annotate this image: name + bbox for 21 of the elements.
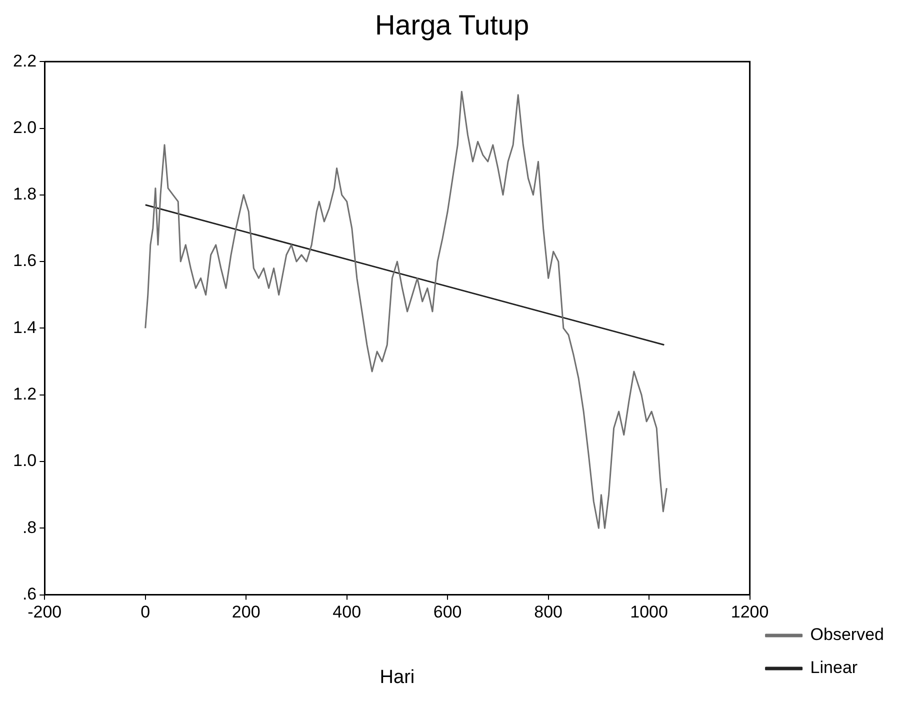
x-tick-label: 600: [433, 602, 462, 622]
y-tick-label: .8: [22, 518, 37, 537]
x-tick-label: 800: [534, 602, 563, 622]
x-axis-title: Hari: [380, 666, 415, 688]
x-tick-label: 400: [332, 602, 362, 622]
x-tick-label: 200: [232, 602, 260, 622]
y-tick-label: 1.2: [12, 384, 37, 404]
x-tick-label: 1200: [730, 602, 769, 622]
x-tick-label: -200: [28, 602, 62, 622]
y-tick-label: 1.8: [12, 184, 37, 204]
chart-title: Harga Tutup: [374, 10, 530, 41]
legend-label: Linear: [810, 658, 858, 678]
x-tick-label: 1000: [630, 602, 668, 622]
y-tick-label: .6: [22, 584, 37, 604]
y-tick-label: 1.4: [12, 318, 37, 337]
x-tick-label: 0: [140, 602, 150, 622]
legend-label: Observed: [810, 625, 884, 644]
y-tick-label: 2.0: [12, 118, 37, 137]
y-tick-label: 1.0: [12, 451, 37, 470]
y-tick-label: 1.6: [12, 251, 37, 270]
y-tick-label: 2.2: [12, 51, 37, 70]
